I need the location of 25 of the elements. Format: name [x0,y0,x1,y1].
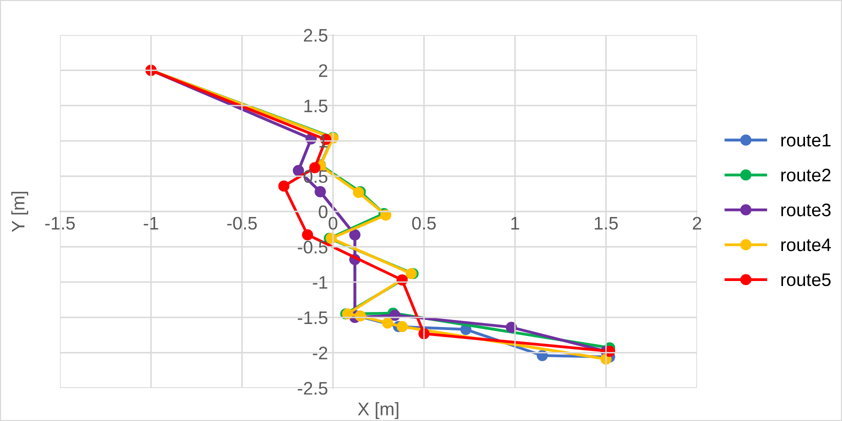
legend-label: route2 [781,168,830,182]
y-tick-label: -2.5 [298,382,328,395]
y-tick-label: -2 [312,346,328,360]
x-tick-label: 0.5 [412,216,436,230]
x-tick-label: -0.5 [227,216,257,230]
y-tick-label: 1.5 [304,100,328,112]
legend-label: route1 [781,134,830,147]
legend-label: route3 [781,204,831,216]
x-tick-label: -1 [144,217,158,230]
x-tick-label: -1.5 [45,217,75,230]
y-axis-title: Y [m] [11,192,28,232]
x-tick-label: 2 [692,216,702,230]
legend-label: route4 [781,238,831,252]
x-tick-label: 1.5 [594,217,618,230]
y-tick-label: -1 [312,276,328,289]
y-tick-label: 2 [319,64,328,77]
y-tick-label: -1.5 [298,312,328,324]
x-tick-label: 0 [328,216,338,230]
y-tick-label: 2.5 [304,28,328,42]
x-axis-title: X [m] [358,402,398,419]
y-tick-label: 0.5 [304,170,328,183]
y-tick-label: -0.5 [298,240,328,254]
legend-label: route5 [781,274,831,286]
x-tick-label: 1 [511,217,520,230]
y-tick-label: 0 [318,205,328,218]
